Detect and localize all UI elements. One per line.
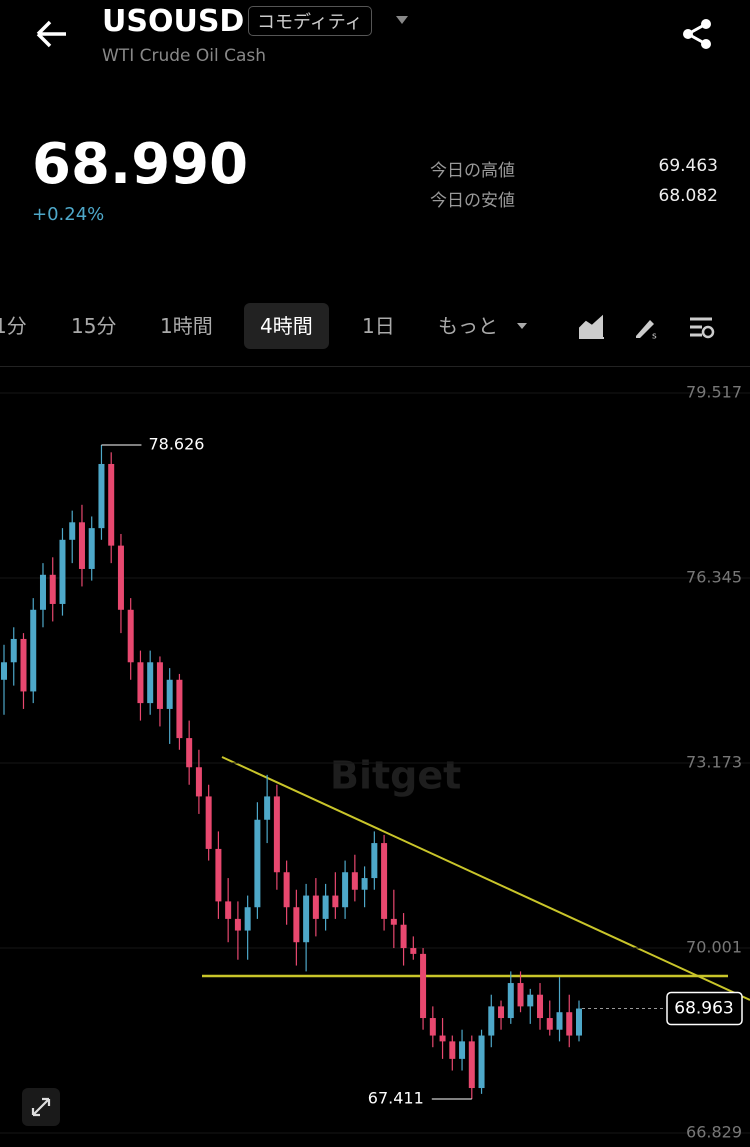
- candle-body: [429, 1018, 436, 1036]
- candle-body: [293, 907, 300, 943]
- chart: Bitget 79.517 76.345 73.173 70.001 66.829 78.…: [0, 383, 750, 1142]
- candle-body: [576, 1008, 582, 1036]
- candle-body: [244, 907, 251, 931]
- candle-body: [20, 638, 27, 692]
- candle-body: [439, 1035, 446, 1042]
- candle-body: [517, 983, 524, 1007]
- high-label: 78.626: [148, 434, 204, 453]
- divider: [0, 366, 750, 367]
- candle-body: [371, 843, 378, 879]
- tag: コモディティ: [248, 6, 372, 36]
- dropdown-icon: [517, 323, 527, 329]
- candle-body: [507, 983, 514, 1019]
- price: 68.990: [32, 132, 249, 197]
- stat-label: 今日の安値: [430, 191, 515, 211]
- candle-body: [78, 522, 85, 569]
- y-tick-label: 73.173: [686, 753, 742, 772]
- candle-body: [225, 901, 232, 919]
- stat-value: 69.463: [658, 156, 718, 176]
- candle-body: [410, 948, 417, 954]
- watermark: Bitget: [330, 754, 461, 798]
- candle-body: [420, 953, 427, 1019]
- candle-body: [478, 1035, 485, 1089]
- candle-body: [322, 895, 329, 919]
- candle-body: [546, 1018, 553, 1030]
- expand-icon: [31, 1097, 51, 1117]
- svg-text:s: s: [652, 332, 657, 342]
- tab[interactable]: 1分: [0, 314, 27, 338]
- candle-body: [98, 463, 105, 529]
- candle-body: [49, 574, 56, 604]
- y-tick-label: 70.001: [686, 938, 742, 957]
- candle-body: [186, 738, 193, 768]
- symbol: USOUSD: [102, 4, 245, 39]
- tab[interactable]: 1日: [362, 314, 395, 338]
- stat-value: 68.082: [658, 186, 718, 206]
- tab[interactable]: 1時間: [160, 314, 213, 338]
- candle-body: [166, 679, 173, 709]
- candle-body: [566, 1012, 573, 1036]
- candle-body: [254, 819, 261, 908]
- trendline: [221, 756, 750, 1001]
- candle-body: [537, 994, 544, 1019]
- last-price-label: 68.963: [674, 999, 733, 1019]
- candle-body: [147, 662, 154, 704]
- y-tick-label: 76.345: [686, 568, 742, 587]
- candle-body: [176, 679, 183, 739]
- candle-body: [390, 918, 397, 925]
- candle-body: [88, 528, 95, 569]
- candle-body: [342, 872, 349, 908]
- toolbar-icons[interactable]: s: [576, 312, 726, 342]
- last-price-box: [666, 991, 743, 1026]
- candle-body: [69, 522, 76, 540]
- stat-label: 今日の高値: [430, 161, 515, 181]
- instrument-name: WTI Crude Oil Cash: [102, 46, 267, 66]
- dropdown-icon[interactable]: [395, 14, 409, 26]
- candle-body: [195, 767, 202, 797]
- candle-body: [361, 878, 368, 890]
- candle-body: [527, 994, 534, 1007]
- candle-body: [108, 463, 115, 546]
- candle-body: [351, 872, 358, 890]
- tab[interactable]: もっと: [438, 314, 498, 338]
- candle-body: [205, 796, 212, 849]
- share-button[interactable]: [682, 18, 714, 50]
- candle-body: [303, 895, 310, 943]
- candle-body: [264, 796, 271, 820]
- candle-body: [156, 662, 163, 709]
- candle-body: [468, 1041, 475, 1089]
- candle-body: [312, 895, 319, 919]
- candle-body: [137, 662, 144, 704]
- candle-body: [400, 924, 407, 949]
- change: +0.24%: [32, 204, 105, 225]
- candle-body: [59, 539, 66, 604]
- candle-body: [10, 638, 17, 663]
- low-label: 67.411: [368, 1089, 424, 1108]
- y-tick-label: 79.517: [686, 383, 742, 402]
- candle-body: [498, 1006, 505, 1019]
- candle-body: [283, 872, 290, 908]
- candle-body: [30, 609, 37, 692]
- candle-body: [556, 1012, 563, 1030]
- candle-body: [488, 1006, 495, 1036]
- candle-body: [449, 1041, 456, 1059]
- candle-body: [1, 662, 7, 680]
- tab[interactable]: 15分: [71, 314, 117, 338]
- candle-body: [332, 895, 339, 908]
- tab-selected[interactable]: 4時間: [244, 303, 329, 349]
- candle-body: [381, 843, 388, 919]
- candle-body: [215, 848, 222, 902]
- candle-body: [234, 918, 241, 931]
- candle-body: [273, 796, 280, 873]
- candle-body: [127, 609, 134, 663]
- candle-body: [39, 574, 46, 610]
- y-tick-label: 66.829: [686, 1123, 742, 1142]
- back-button[interactable]: [34, 18, 70, 50]
- candle-body: [459, 1041, 466, 1059]
- candle-body: [117, 545, 124, 610]
